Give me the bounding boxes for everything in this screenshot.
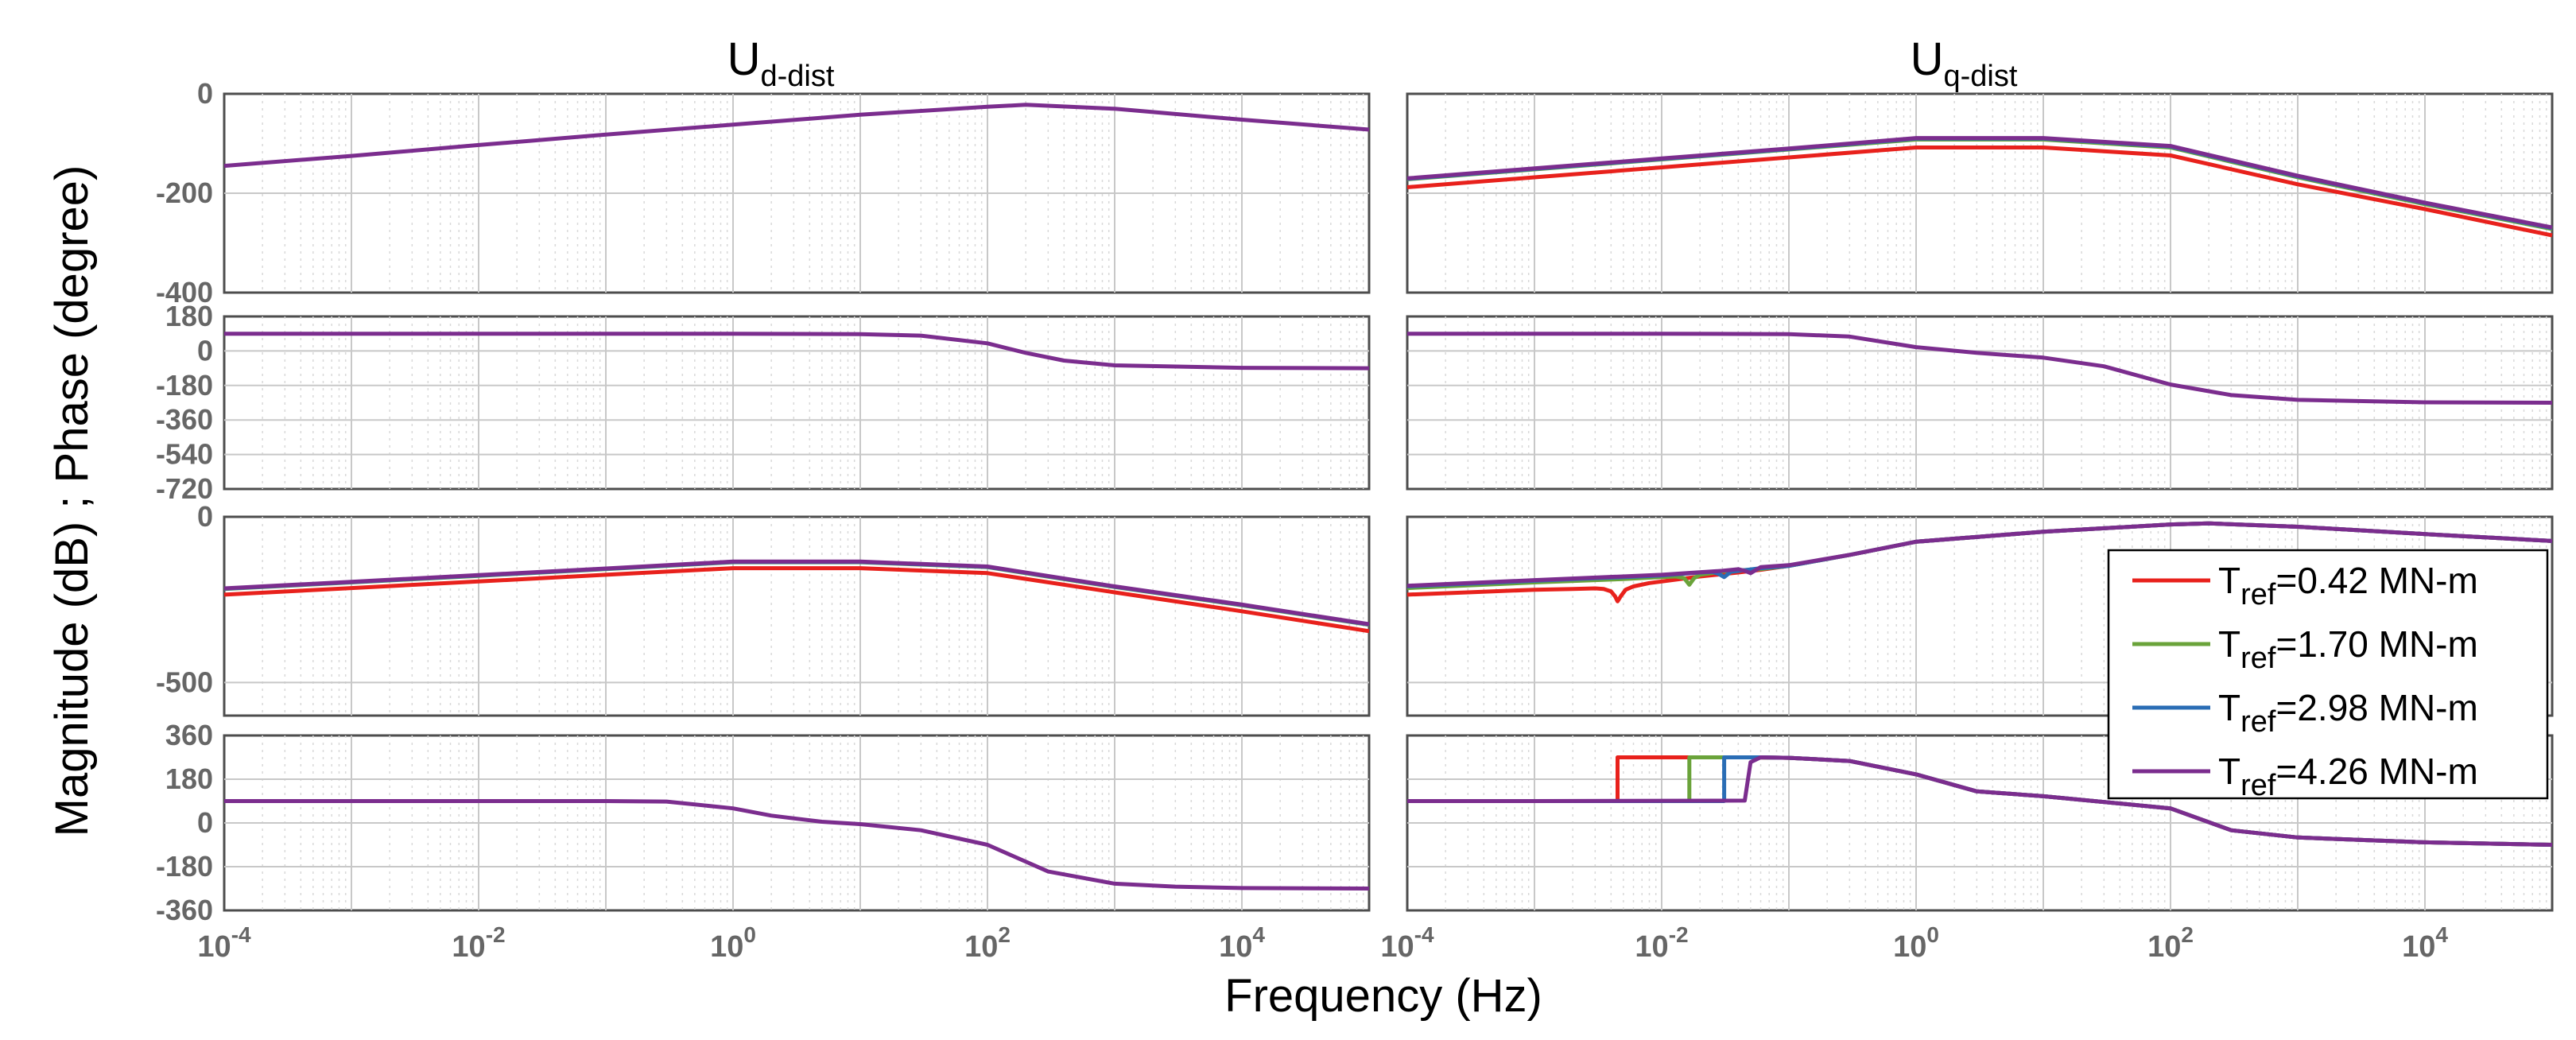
legend-label-main: T bbox=[2218, 687, 2240, 728]
legend-label-sub: ref bbox=[2240, 578, 2276, 611]
legend-label-main: T bbox=[2218, 560, 2240, 601]
panel-5: 0 -500 bbox=[156, 500, 1371, 717]
series-line-4 bbox=[1406, 136, 2553, 230]
x-tick-label: 102 bbox=[2147, 922, 2194, 964]
series-line-1 bbox=[1407, 332, 2553, 405]
x-tick-exponent: 2 bbox=[998, 922, 1011, 947]
x-tick-label: 10-4 bbox=[197, 922, 251, 964]
panel-2: Uq-dist bbox=[1406, 33, 2554, 294]
legend-label-sub: ref bbox=[2240, 642, 2276, 675]
series-line-1 bbox=[1406, 146, 2553, 238]
x-tick-base: 10 bbox=[710, 930, 743, 964]
legend-frame bbox=[2107, 549, 2549, 800]
panel-4 bbox=[1406, 315, 2554, 491]
legend-label-value: =2.98 MN-m bbox=[2275, 687, 2477, 728]
legend-label-value: =4.26 MN-m bbox=[2275, 751, 2477, 792]
x-tick-exponent: 4 bbox=[2435, 922, 2448, 947]
x-tick-label: 10-2 bbox=[452, 922, 505, 964]
x-tick-exponent: -2 bbox=[1669, 922, 1689, 947]
y-tick-label: 0 bbox=[197, 500, 213, 533]
y-axis-label: Magnitude (dB) ; Phase (degree) bbox=[46, 165, 98, 837]
series-line-1 bbox=[223, 566, 1370, 634]
x-tick-exponent: 0 bbox=[1926, 922, 1939, 947]
x-tick-label: 104 bbox=[1219, 922, 1265, 964]
y-tick-label: 0 bbox=[197, 806, 213, 839]
y-tick-label: 0 bbox=[197, 77, 213, 110]
x-tick-base: 10 bbox=[452, 930, 485, 964]
x-tick-exponent: -4 bbox=[231, 922, 251, 947]
x-tick-label: 104 bbox=[2402, 922, 2448, 964]
y-tick-label: -540 bbox=[156, 438, 213, 471]
legend-label: Tref=1.70 MN-m bbox=[2218, 623, 2478, 675]
y-tick-label: -400 bbox=[156, 276, 213, 309]
series-line-1 bbox=[224, 799, 1370, 891]
x-tick-base: 10 bbox=[2402, 930, 2435, 964]
x-tick-exponent: 0 bbox=[743, 922, 756, 947]
legend-label-sub: ref bbox=[2240, 769, 2276, 802]
legend-label-main: T bbox=[2218, 751, 2240, 792]
series-line-4 bbox=[223, 559, 1370, 627]
panel-title: Ud-dist bbox=[727, 33, 835, 93]
series-line-1 bbox=[223, 103, 1370, 169]
panel-title-main: U bbox=[727, 33, 761, 85]
series-line-4 bbox=[1407, 755, 2553, 847]
x-tick-base: 10 bbox=[1893, 930, 1926, 964]
legend-label-value: =0.42 MN-m bbox=[2275, 560, 2477, 601]
y-tick-label: -360 bbox=[156, 894, 213, 926]
y-tick-label: -720 bbox=[156, 472, 213, 505]
x-tick-base: 10 bbox=[1219, 930, 1252, 964]
legend-label-sub: ref bbox=[2240, 705, 2276, 739]
legend-label-main: T bbox=[2218, 623, 2240, 665]
y-tick-label: 0 bbox=[197, 334, 213, 367]
panel-title: Uq-dist bbox=[1911, 33, 2018, 93]
x-tick-label: 100 bbox=[710, 922, 756, 964]
panel-frame bbox=[223, 515, 1371, 717]
x-tick-base: 10 bbox=[1635, 930, 1668, 964]
y-tick-label: 180 bbox=[165, 300, 213, 332]
legend-label-value: =1.70 MN-m bbox=[2275, 623, 2477, 665]
x-tick-exponent: -4 bbox=[1414, 922, 1434, 947]
y-tick-label: -360 bbox=[156, 403, 213, 436]
x-tick-base: 10 bbox=[964, 930, 998, 964]
panel-frame bbox=[223, 315, 1371, 491]
panel-title-main: U bbox=[1911, 33, 1944, 85]
panel-title-sub: q-dist bbox=[1943, 60, 2017, 93]
y-tick-label: -180 bbox=[156, 850, 213, 883]
x-tick-base: 10 bbox=[1380, 930, 1414, 964]
legend-label: Tref=0.42 MN-m bbox=[2218, 560, 2478, 611]
x-tick-label: 102 bbox=[964, 922, 1011, 964]
x-tick-exponent: 4 bbox=[1252, 922, 1265, 947]
y-tick-label: -200 bbox=[156, 177, 213, 209]
legend-label: Tref=2.98 MN-m bbox=[2218, 687, 2478, 739]
y-tick-label: 180 bbox=[165, 763, 213, 795]
x-tick-base: 10 bbox=[197, 930, 231, 964]
legend-label: Tref=4.26 MN-m bbox=[2218, 751, 2478, 802]
y-tick-label: -180 bbox=[156, 369, 213, 402]
panel-1: 0 -200 -400 Ud-dist bbox=[156, 33, 1371, 309]
x-tick-label: 10-4 bbox=[1380, 922, 1434, 964]
x-tick-label: 100 bbox=[1893, 922, 1939, 964]
y-tick-label: 360 bbox=[165, 719, 213, 751]
series-line-1 bbox=[224, 332, 1370, 371]
x-tick-exponent: -2 bbox=[486, 922, 506, 947]
x-axis-label: Frequency (Hz) bbox=[1224, 970, 1542, 1022]
x-tick-exponent: 2 bbox=[2181, 922, 2194, 947]
x-tick-label: 10-2 bbox=[1635, 922, 1688, 964]
panel-title-sub: d-dist bbox=[760, 60, 834, 93]
y-tick-label: -500 bbox=[156, 666, 213, 698]
x-tick-base: 10 bbox=[2147, 930, 2181, 964]
series-line-4 bbox=[1406, 521, 2553, 588]
